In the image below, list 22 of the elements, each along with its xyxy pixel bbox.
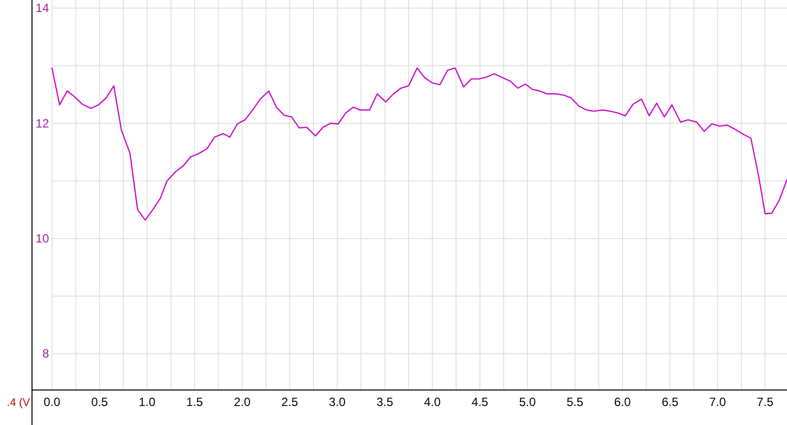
y-tick-label: 12: [36, 116, 50, 130]
x-tick-label: 3.5: [376, 395, 394, 409]
x-tick-label: 5.5: [566, 395, 584, 409]
x-tick-label: 2.0: [234, 395, 251, 409]
x-tick-label: 2.5: [281, 395, 298, 409]
x-tick-label: 4.5: [472, 395, 489, 409]
x-tick-label: 0.5: [91, 395, 108, 409]
x-tick-label: 0.0: [44, 395, 61, 409]
line-series: [51, 67, 787, 221]
y-tick-label: 8: [42, 346, 50, 361]
x-tick-label: 5.0: [519, 395, 536, 409]
x-tick-label: 7.5: [756, 395, 774, 409]
x-tick-label: 6.5: [662, 395, 679, 409]
y-tick-label: 14: [36, 1, 50, 16]
x-tick-label: 3.0: [328, 395, 346, 409]
x-tick-label: 1.0: [138, 395, 156, 409]
x-tick-label: 7.0: [709, 395, 726, 409]
x-tick-label: 6.0: [614, 395, 632, 409]
y-tick-label: 10: [36, 231, 50, 246]
text: .4 (V: [6, 397, 31, 409]
x-tick-label: 4.0: [424, 395, 441, 409]
x-tick-label: 1.5: [186, 395, 204, 409]
